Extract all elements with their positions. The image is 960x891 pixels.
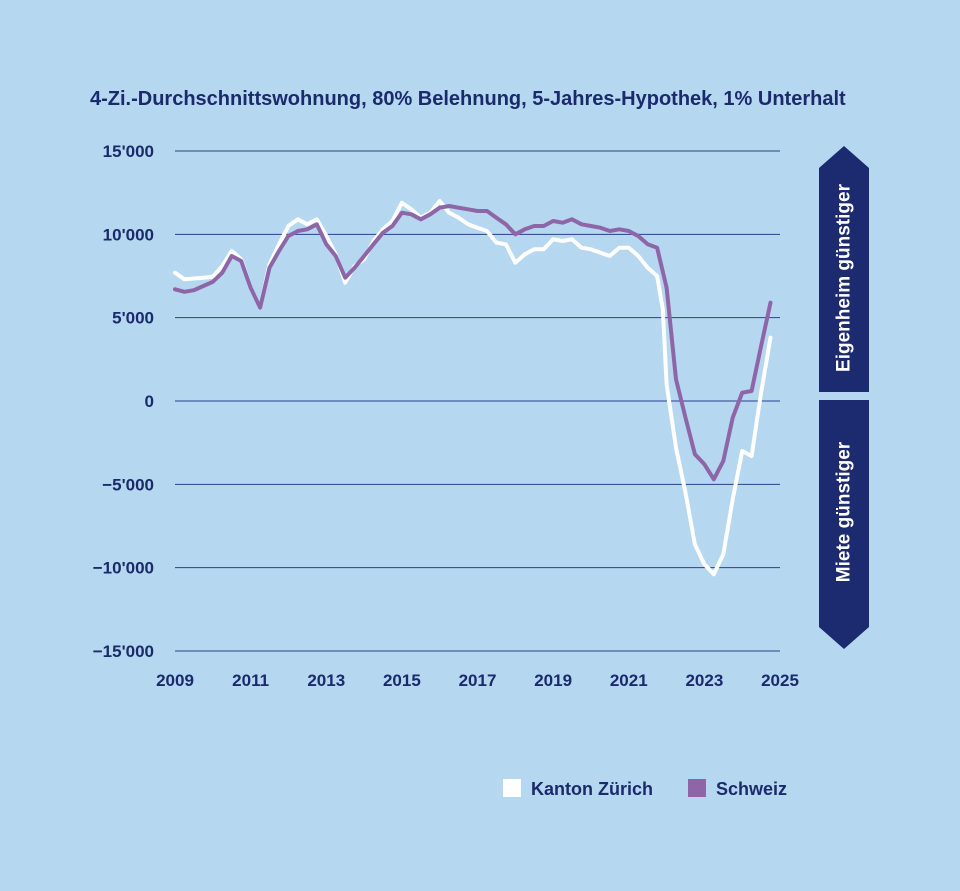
x-tick-label: 2015 <box>383 671 421 690</box>
x-axis-ticks: 2009 2011 2013 2015 2017 2019 2021 2023 2025 <box>156 671 799 690</box>
y-tick-label: −5'000 <box>102 475 154 494</box>
grid <box>175 150 780 652</box>
arrow-down-label: Miete günstiger <box>834 441 855 582</box>
x-tick-label: 2013 <box>307 671 345 690</box>
series-line-zurich <box>173 199 773 577</box>
x-tick-label: 2019 <box>534 671 572 690</box>
chart-title: 4-Zi.-Durchschnittswohnung, 80% Belehnun… <box>90 88 846 110</box>
x-tick-label: 2017 <box>459 671 497 690</box>
y-tick-label: 10'000 <box>103 225 154 244</box>
arrow-miete: Miete günstiger <box>819 400 869 649</box>
y-tick-label: 5'000 <box>112 309 154 328</box>
x-tick-label: 2025 <box>761 671 799 690</box>
legend-label-zurich: Kanton Zürich <box>531 779 653 799</box>
y-tick-label: 0 <box>145 392 154 411</box>
x-tick-label: 2011 <box>232 671 269 690</box>
arrow-eigenheim: Eigenheim günstiger <box>819 146 869 392</box>
x-tick-label: 2023 <box>685 671 723 690</box>
series-line-schweiz <box>173 204 773 482</box>
y-tick-label: −15'000 <box>93 642 154 661</box>
legend-swatch-schweiz <box>688 779 706 797</box>
y-tick-label: 15'000 <box>103 142 154 161</box>
legend: Kanton Zürich Schweiz <box>503 779 787 799</box>
x-tick-label: 2021 <box>610 671 648 690</box>
series-lines <box>173 199 773 577</box>
x-tick-label: 2009 <box>156 671 194 690</box>
arrow-down-shape <box>819 400 869 649</box>
arrow-up-shape <box>819 146 869 392</box>
y-axis-ticks: 15'000 10'000 5'000 0 −5'000 −10'000 −15'000 <box>93 142 154 661</box>
y-tick-label: −10'000 <box>93 559 154 578</box>
arrow-up-label: Eigenheim günstiger <box>834 183 855 372</box>
legend-label-schweiz: Schweiz <box>716 779 787 799</box>
legend-swatch-zurich <box>503 779 521 797</box>
